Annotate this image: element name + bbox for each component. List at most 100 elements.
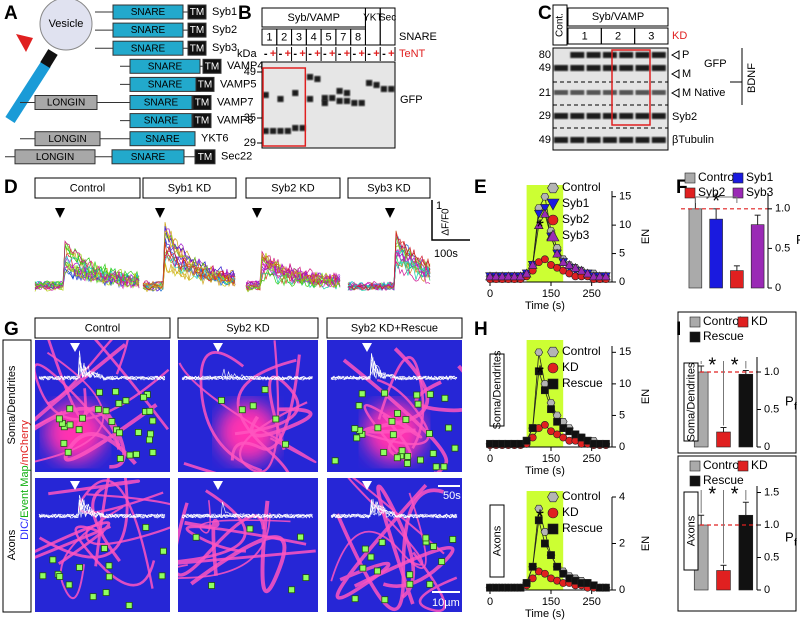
legend-label: Rescue: [703, 473, 744, 487]
blot-band: [619, 65, 634, 71]
event-site: [49, 556, 57, 564]
event-site: [134, 429, 142, 436]
blot-band: [570, 90, 585, 95]
blot-band: [651, 113, 666, 119]
event-site: [261, 386, 269, 394]
neurite: [59, 506, 124, 599]
channel-label-part: /mCherry: [19, 420, 31, 466]
protein-name: YKT6: [201, 133, 229, 145]
legend-label: Rescue: [562, 521, 603, 535]
event-site: [374, 424, 382, 432]
event-site: [351, 595, 359, 603]
domain: [112, 40, 184, 56]
event-site: [79, 414, 86, 422]
point: [521, 268, 532, 278]
scale-x: 100s: [434, 248, 458, 260]
header: Sec: [379, 13, 396, 24]
lane-label: 2: [615, 30, 621, 42]
highlight-box: [262, 67, 307, 147]
stimulus-arrow: [385, 208, 395, 218]
event-site: [402, 416, 410, 423]
bar: [750, 224, 765, 289]
y-axis-label: P: [796, 232, 800, 247]
x-tick-label: 250: [582, 596, 600, 608]
event-site: [426, 580, 434, 588]
domain-label: TM: [205, 61, 219, 72]
neurite: [342, 358, 449, 472]
blot-band: [619, 113, 634, 119]
blot-band: [570, 65, 585, 71]
domain-label: TM: [195, 116, 209, 127]
event-site: [158, 572, 166, 580]
blot-band: [292, 90, 299, 96]
event-site: [126, 451, 134, 459]
event-site: [414, 400, 422, 408]
event-site: [146, 407, 154, 415]
y-tick-label: 2: [619, 537, 625, 549]
blot-band: [635, 90, 650, 95]
legend-swatch: [732, 172, 744, 184]
control-label: Cont.: [555, 13, 566, 37]
lane-label: 5: [325, 31, 331, 43]
event-trace: [330, 353, 458, 381]
event-site: [100, 545, 108, 552]
domain: [129, 95, 193, 110]
blot-band: [314, 76, 321, 82]
treatment-sign: +: [285, 48, 291, 60]
treatment-sign: +: [270, 48, 276, 60]
lane-label: 1: [266, 31, 272, 43]
header-box: [567, 7, 669, 27]
mw-marker: 49: [244, 66, 256, 78]
band-label: P: [682, 49, 689, 61]
column-box: [177, 317, 319, 339]
point: [534, 516, 543, 525]
panel-letter: A: [4, 3, 18, 24]
point: [576, 265, 587, 275]
blot-band: [358, 100, 365, 106]
scale-y: 1: [436, 200, 442, 212]
stimulus-arrow: [213, 481, 223, 490]
x-axis-label: Time (s): [525, 608, 565, 620]
blot-band: [262, 92, 269, 98]
blot-band: [284, 128, 291, 134]
treatment-sign: -: [338, 48, 342, 60]
legend-swatch: [684, 172, 696, 184]
event-trace: [38, 363, 166, 381]
event-site: [149, 417, 157, 425]
y-tick-label: 15: [619, 191, 631, 203]
domain-label: SNARE: [148, 80, 183, 91]
y-tick-label: 5: [619, 409, 625, 421]
stimulus-arrow: [70, 481, 80, 490]
mw-marker: 80: [539, 49, 551, 61]
protein-name: VAMP8: [217, 115, 253, 127]
neurite: [74, 525, 156, 587]
point: [559, 433, 568, 442]
legend-label: KD: [562, 360, 579, 374]
significance: *: [712, 190, 720, 212]
neurite: [199, 500, 291, 534]
protein-name: VAMP4: [227, 60, 263, 72]
significance: *: [708, 483, 716, 505]
domain: [187, 4, 207, 20]
treatment-sign: +: [388, 48, 394, 60]
point: [528, 574, 537, 583]
legend-label: Syb2: [562, 212, 590, 226]
x-tick-label: 250: [582, 453, 600, 465]
blot-band: [554, 90, 568, 95]
y-axis-label: EN: [640, 229, 652, 244]
micrograph: [327, 340, 462, 472]
point: [541, 421, 549, 429]
legend-swatch: [684, 187, 696, 199]
domain-label: TM: [198, 80, 212, 91]
label-box: [489, 504, 505, 578]
x-tick-label: 0: [487, 288, 493, 300]
domain-label: TM: [195, 98, 209, 109]
panel-letter: H: [474, 319, 488, 340]
point: [594, 271, 605, 281]
panel-letter: G: [4, 319, 19, 340]
treatment-sign: +: [344, 48, 350, 60]
neurite: [38, 478, 129, 567]
event-site: [393, 454, 401, 462]
legend-label: Syb3: [562, 228, 590, 242]
